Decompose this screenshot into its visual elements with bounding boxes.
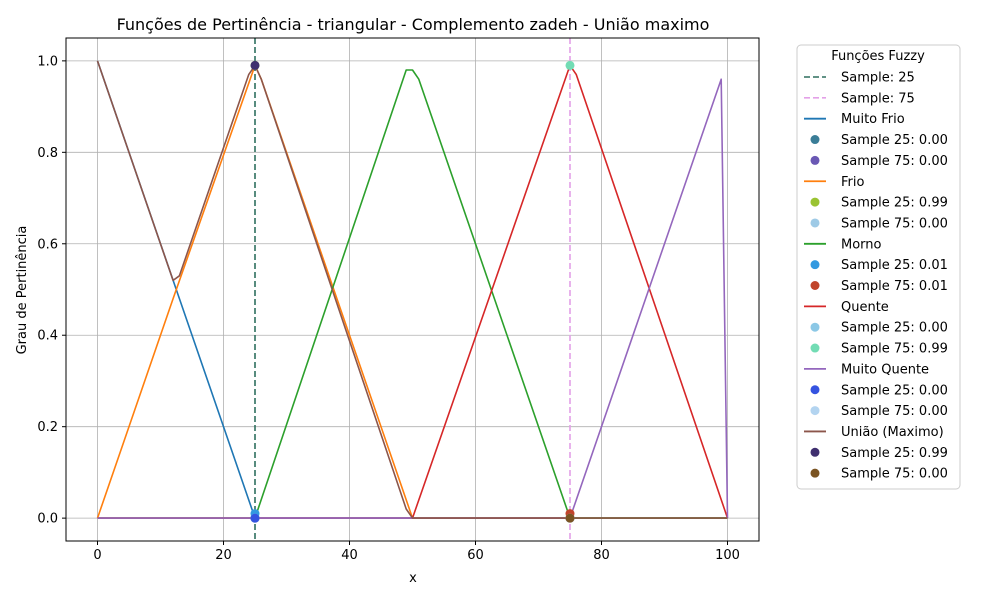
legend-label: Frio xyxy=(841,175,864,190)
legend-label: Sample 25: 0.99 xyxy=(841,196,948,211)
legend-label: Sample 75: 0.00 xyxy=(841,467,948,482)
legend: Funções Fuzzy Sample: 25 Sample: 75 Muito … xyxy=(796,44,961,490)
legend-dot-marker xyxy=(810,322,820,332)
x-tick-label: 40 xyxy=(341,548,358,563)
x-tick-label: 80 xyxy=(593,548,610,563)
legend-dot-marker xyxy=(810,281,820,290)
y-axis-label: Grau de Pertinência xyxy=(15,226,30,355)
sample-marker xyxy=(565,60,575,70)
series-line xyxy=(96,60,728,519)
legend-label: Sample 75: 0.00 xyxy=(841,216,948,231)
series-line xyxy=(97,78,729,519)
legend-dot-marker xyxy=(810,468,820,478)
legend-dot-marker xyxy=(810,155,820,165)
legend-label: Sample 75: 0.00 xyxy=(841,404,948,419)
legend-label: Sample 25: 0.01 xyxy=(841,258,948,273)
y-axis-ticks: 0.0 0.2 0.4 0.6 0.8 1.0 xyxy=(37,54,66,527)
legend-label: União (Maximo) xyxy=(841,425,944,440)
legend-label: Sample 25: 0.00 xyxy=(841,321,948,336)
y-tick-label: 0.4 xyxy=(37,329,58,344)
legend-label: Sample 25: 0.00 xyxy=(841,383,948,398)
legend-label: Sample 25: 0.00 xyxy=(841,133,948,148)
y-tick-label: 0.0 xyxy=(37,512,58,527)
x-axis-label: x xyxy=(409,571,417,586)
series-line xyxy=(96,64,728,519)
legend-dot-marker xyxy=(810,406,820,416)
legend-label: Muito Quente xyxy=(841,362,929,377)
series-line xyxy=(97,64,729,519)
x-tick-label: 20 xyxy=(215,548,232,563)
legend-label: Sample 25: 0.99 xyxy=(841,446,948,461)
y-tick-label: 0.6 xyxy=(37,237,58,252)
legend-label: Sample 75: 0.00 xyxy=(841,154,948,169)
x-tick-label: 60 xyxy=(467,548,484,563)
legend-label: Sample: 25 xyxy=(841,71,915,86)
legend-box xyxy=(796,44,961,490)
legend-label: Sample: 75 xyxy=(841,91,915,106)
series-line xyxy=(97,69,728,519)
x-axis-ticks: 0 20 40 60 80 100 xyxy=(93,541,740,563)
legend-dot-marker xyxy=(810,135,820,145)
sample-marker xyxy=(250,513,260,523)
legend-dot-marker xyxy=(810,385,820,395)
sample-marker xyxy=(565,513,575,523)
x-tick-label: 0 xyxy=(93,548,101,563)
legend-label: Sample 75: 0.01 xyxy=(841,279,948,294)
legend-dot-marker xyxy=(810,447,820,457)
legend-entries: Sample: 25 Sample: 75 Muito Frio Sample 25:… xyxy=(804,71,948,482)
legend-dot-marker xyxy=(810,218,820,228)
legend-dot-marker xyxy=(810,343,820,353)
y-tick-label: 0.2 xyxy=(37,420,58,435)
plot-frame xyxy=(65,37,760,542)
legend-dot-marker xyxy=(810,260,820,270)
series-lines xyxy=(96,60,729,519)
legend-label: Sample 75: 0.99 xyxy=(841,342,948,357)
legend-label: Muito Frio xyxy=(841,112,905,127)
grid xyxy=(66,38,759,541)
y-tick-label: 1.0 xyxy=(37,54,58,69)
sample-markers xyxy=(250,60,575,523)
legend-dot-marker xyxy=(810,197,820,207)
chart-title: Funções de Pertinência - triangular - Co… xyxy=(117,15,710,34)
y-tick-label: 0.8 xyxy=(37,146,58,161)
legend-title: Funções Fuzzy xyxy=(831,49,925,64)
series-line xyxy=(96,60,728,519)
x-tick-label: 100 xyxy=(715,548,740,563)
sample-vlines xyxy=(254,38,571,541)
legend-label: Quente xyxy=(841,300,889,315)
legend-label: Morno xyxy=(841,237,882,252)
sample-marker xyxy=(250,60,260,70)
